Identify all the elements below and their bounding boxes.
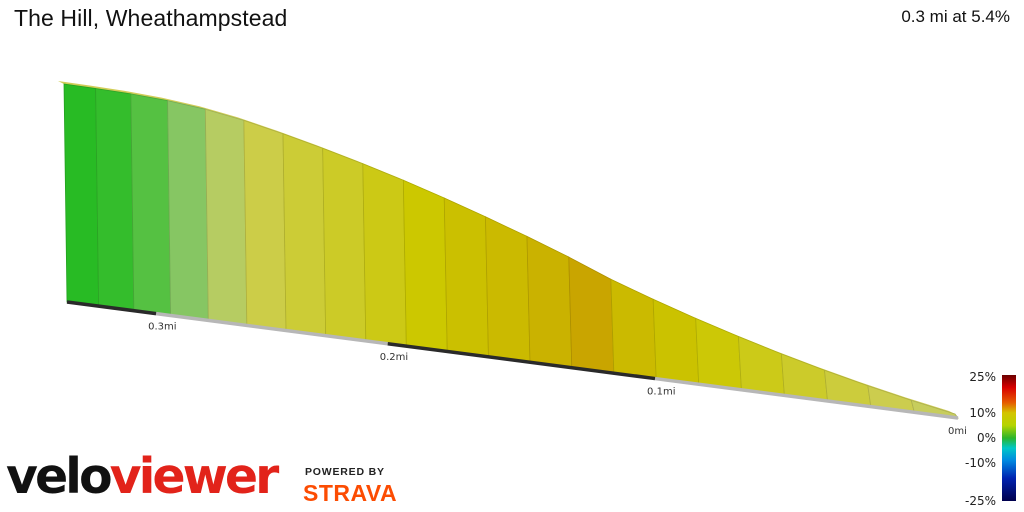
logo-velo: velo [6, 448, 113, 505]
distance-band [387, 342, 656, 381]
profile-segment [695, 317, 742, 391]
profile-segment [243, 119, 287, 331]
profile-segment [322, 147, 367, 342]
grade-scale-bar [1002, 375, 1016, 501]
distance-band [654, 376, 959, 420]
profile-segment [362, 163, 407, 347]
profile-segment [204, 108, 248, 326]
profile-segment [443, 197, 489, 358]
distance-band [155, 311, 388, 346]
profile-segment [130, 93, 172, 316]
profile-segment [63, 83, 100, 307]
profile-segment [652, 298, 700, 385]
distance-tick-label: 0mi [948, 426, 967, 437]
veloviewer-logo: veloviewer [6, 452, 279, 501]
profile-segment [568, 256, 615, 374]
profile-segment [167, 100, 209, 321]
grade-scale-label: 25% [969, 370, 996, 384]
profile-segment [95, 88, 135, 312]
logo-viewer: viewer [109, 448, 280, 505]
profile-segment [282, 133, 327, 337]
profile-segment [780, 353, 828, 402]
profile-segment [402, 179, 448, 352]
profile-segment [610, 278, 657, 380]
strava-logo: STRAVA [303, 480, 398, 506]
distance-tick-label: 0.3mi [148, 322, 176, 333]
profile-segment [526, 235, 573, 369]
grade-scale-label: -25% [965, 494, 996, 508]
grade-color-scale: 25% 10% 0% -10% -25% [965, 370, 1016, 508]
powered-by-label: POWERED BY [305, 466, 385, 478]
segment-title: The Hill, Wheathampstead [14, 5, 288, 31]
distance-tick-label: 0.2mi [380, 352, 408, 363]
profile-segment [485, 216, 531, 363]
segment-stats: 0.3 mi at 5.4% [901, 7, 1010, 26]
distance-band [66, 300, 157, 316]
grade-scale-label: 10% [969, 406, 996, 420]
profile-ribbon [58, 81, 959, 419]
distance-tick-label: 0.1mi [647, 387, 675, 398]
grade-scale-label: 0% [977, 431, 996, 445]
grade-scale-label: -10% [965, 456, 996, 470]
distance-axis: 0.3mi 0.2mi 0.1mi 0mi [66, 300, 967, 437]
